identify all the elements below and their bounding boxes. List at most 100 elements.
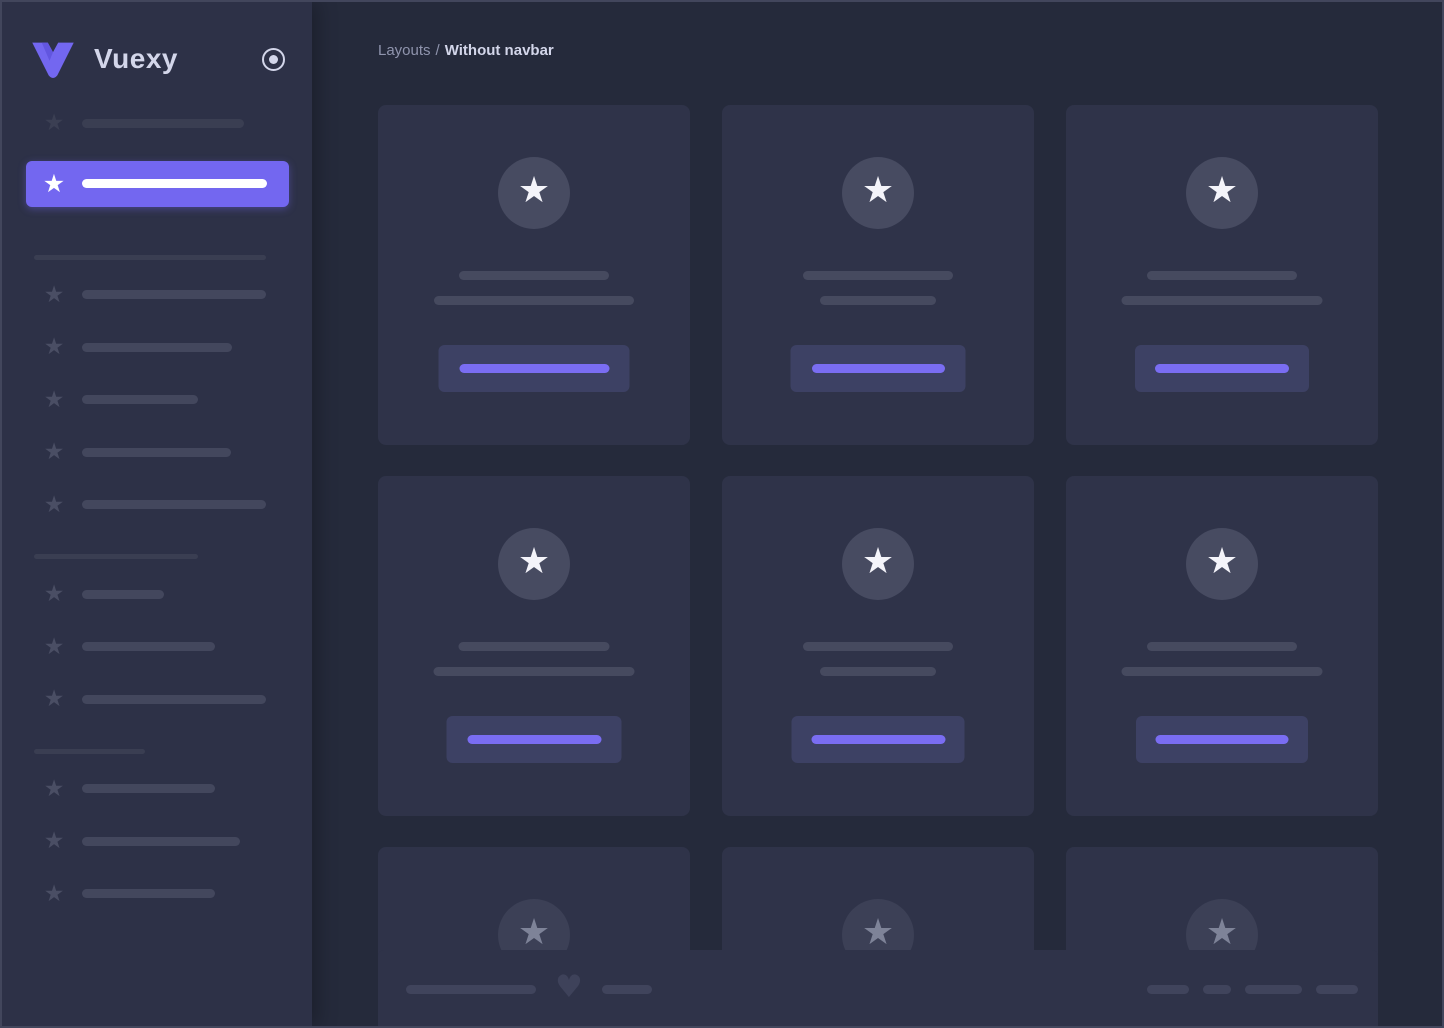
nav-group-header-placeholder [34, 748, 145, 754]
button-label-placeholder [459, 364, 609, 373]
card-button[interactable] [438, 345, 630, 392]
sidebar-nav-item[interactable]: ★ [2, 879, 312, 909]
nav-item-label-placeholder [82, 290, 266, 299]
card-button[interactable] [1135, 345, 1309, 392]
menu-toggle-icon[interactable] [262, 48, 285, 71]
skeleton-card: ★ [378, 476, 690, 816]
star-icon: ★ [517, 170, 551, 211]
star-icon: ★ [43, 581, 65, 607]
brand-logo-icon [32, 42, 74, 78]
text-line-placeholder [803, 271, 953, 280]
sidebar-nav-item[interactable]: ★ [2, 437, 312, 467]
star-icon: ★ [517, 541, 551, 582]
button-label-placeholder [1155, 364, 1289, 373]
star-icon: ★ [43, 334, 65, 360]
avatar-circle: ★ [842, 528, 914, 600]
star-icon: ★ [43, 686, 65, 712]
sidebar-nav-item[interactable]: ★ [2, 385, 312, 415]
sidebar-nav-item[interactable]: ★ [2, 579, 312, 609]
nav-item-label-placeholder [82, 447, 231, 457]
footer-link-placeholder [1147, 984, 1189, 994]
nav-item-label-placeholder [82, 889, 215, 898]
star-icon: ★ [43, 491, 65, 518]
card-grid: ★ ★ ★ ★ ★ ★ ★ ★ ★ [378, 105, 1378, 1026]
footer: ♥ [378, 950, 1378, 1026]
skeleton-card: ★ [1066, 476, 1378, 816]
footer-link-placeholder [1316, 984, 1358, 994]
button-label-placeholder [811, 364, 945, 373]
text-line-placeholder [459, 271, 609, 280]
button-label-placeholder [467, 735, 601, 744]
nav-item-label-placeholder [82, 694, 266, 704]
star-icon: ★ [43, 386, 65, 413]
sidebar-nav-item-active[interactable]: ★ [26, 160, 289, 207]
star-icon: ★ [43, 110, 65, 136]
avatar-circle: ★ [498, 157, 570, 229]
avatar-circle: ★ [498, 528, 570, 600]
skeleton-card: ★ [378, 105, 690, 445]
nav-item-label-placeholder [82, 784, 215, 793]
breadcrumb-parent[interactable]: Layouts [378, 42, 431, 59]
text-line-placeholder [433, 667, 635, 676]
text-line-placeholder [1121, 296, 1323, 305]
text-line-placeholder [1147, 271, 1297, 280]
breadcrumb-current: Without navbar [444, 42, 554, 59]
star-icon: ★ [43, 828, 65, 854]
nav-item-label-placeholder [82, 642, 215, 651]
sidebar-nav-item[interactable]: ★ [2, 490, 312, 520]
text-line-placeholder [820, 296, 936, 305]
text-line-placeholder [803, 642, 953, 651]
star-icon: ★ [1205, 541, 1239, 582]
nav-item-label-placeholder [82, 500, 266, 509]
nav-item-label-placeholder [82, 118, 244, 128]
sidebar-nav: ★ ★ ★ ★ ★ ★ ★ ★ ★ ★ ★ ★ ★ [2, 108, 312, 931]
nav-group-header-placeholder [34, 254, 266, 260]
breadcrumb: Layouts / Without navbar [378, 42, 554, 59]
button-label-placeholder [1155, 735, 1289, 744]
star-icon: ★ [42, 168, 66, 198]
text-line-placeholder [1147, 642, 1297, 651]
avatar-circle: ★ [842, 157, 914, 229]
footer-right [1147, 984, 1358, 994]
star-icon: ★ [43, 281, 65, 308]
card-button[interactable] [791, 716, 965, 763]
avatar-circle: ★ [1186, 157, 1258, 229]
sidebar-nav-item[interactable]: ★ [2, 280, 312, 310]
sidebar-nav-item[interactable]: ★ [2, 632, 312, 662]
sidebar-nav-item[interactable]: ★ [2, 826, 312, 856]
star-icon: ★ [861, 912, 895, 953]
star-icon: ★ [1205, 170, 1239, 211]
nav-item-label-placeholder [82, 589, 164, 599]
text-line-placeholder [820, 667, 936, 676]
star-icon: ★ [861, 170, 895, 211]
skeleton-card: ★ [722, 105, 1034, 445]
sidebar-nav-item[interactable]: ★ [2, 774, 312, 804]
skeleton-card: ★ [1066, 105, 1378, 445]
star-icon: ★ [43, 775, 65, 802]
footer-link-placeholder [1203, 984, 1231, 994]
star-icon: ★ [1205, 912, 1239, 953]
footer-text-placeholder [406, 984, 536, 994]
sidebar-nav-item[interactable]: ★ [2, 108, 312, 138]
nav-item-label-placeholder [82, 836, 240, 846]
heart-icon: ♥ [555, 968, 583, 1005]
star-icon: ★ [861, 541, 895, 582]
text-line-placeholder [434, 296, 634, 305]
footer-text-placeholder [601, 984, 652, 994]
footer-left: ♥ [406, 968, 652, 1005]
card-button[interactable] [446, 716, 622, 763]
brand-name: Vuexy [94, 43, 178, 74]
nav-item-label-placeholder [82, 395, 198, 404]
button-label-placeholder [811, 735, 945, 744]
card-button[interactable] [790, 345, 966, 392]
avatar-circle: ★ [1186, 528, 1258, 600]
footer-link-placeholder [1245, 984, 1302, 994]
skeleton-card: ★ [722, 476, 1034, 816]
nav-item-label-placeholder [82, 179, 267, 188]
sidebar-nav-item[interactable]: ★ [2, 684, 312, 714]
sidebar-nav-item[interactable]: ★ [2, 332, 312, 362]
card-button[interactable] [1136, 716, 1308, 763]
star-icon: ★ [43, 439, 65, 465]
breadcrumb-separator: / [435, 42, 440, 59]
